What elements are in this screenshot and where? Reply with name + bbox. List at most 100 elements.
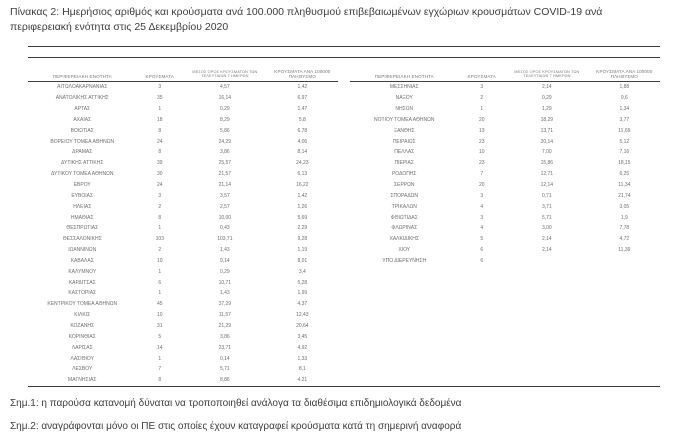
- header-region: ΠΕΡΙΦΕΡΕΙΑΚΗ ΕΝΟΤΗΤΑ: [374, 74, 434, 79]
- cell-avg7: 10,71: [218, 279, 232, 286]
- cell-region: ΚΕΝΤΡΙΚΟΥ ΤΟΜΕΑ ΑΘΗΝΩΝ: [47, 301, 118, 308]
- footnotes: Σημ.1: η παρούσα κατανομή δύναται να τρο…: [10, 396, 665, 434]
- cell-avg7: 3,86: [219, 149, 230, 156]
- cell-avg7: 24,29: [218, 138, 232, 145]
- cell-per100k: 21,74: [618, 192, 631, 199]
- cell-cases: 20: [478, 116, 485, 123]
- table-row: ΛΕΣΒΟΥ 7 5,71 8,1: [28, 364, 338, 375]
- header-region: ΠΕΡΙΦΕΡΕΙΑΚΗ ΕΝΟΤΗΤΑ: [52, 74, 112, 79]
- table-row: ΕΥΒΟΙΑΣ 3 3,57 1,42: [28, 190, 338, 201]
- cell-region: ΛΕΣΒΟΥ: [72, 366, 93, 373]
- cell-per100k: 1,33: [297, 355, 308, 362]
- cell-cases: 1: [158, 290, 162, 297]
- cell-cases: 1: [158, 225, 162, 232]
- cell-region: ΚΑΛΥΜΝΟΥ: [68, 268, 97, 275]
- cell-avg7: 2,14: [541, 236, 552, 243]
- cell-avg7: 1,43: [219, 290, 230, 297]
- cell-per100k: 4,37: [297, 301, 308, 308]
- table-row: ΚΑΛΥΜΝΟΥ 1 0,29 3,4: [28, 266, 338, 277]
- cell-region: ΣΠΟΡΑΔΩΝ: [390, 192, 419, 199]
- cell-cases: 8: [158, 377, 162, 384]
- header-avg7-line1: ΜΕΣΟΣ ΟΡΟΣ ΚΡΟΥΣΜΑΤΩΝ ΤΩΝ: [514, 68, 580, 74]
- left-table: ΠΕΡΙΦΕΡΕΙΑΚΗ ΕΝΟΤΗΤΑ ΚΡΟΥΣΜΑΤΑ ΜΕΣΟΣ ΟΡΟ…: [28, 64, 338, 386]
- header-cases: ΚΡΟΥΣΜΑΤΑ: [145, 74, 174, 79]
- cell-per100k: 1,88: [619, 84, 630, 91]
- cell-region: ΜΕΣΣΗΝΙΑΣ: [389, 84, 419, 91]
- cell-cases: 3: [158, 192, 162, 199]
- table-row: ΣΕΡΡΩΝ 20 12,14 11,34: [350, 180, 660, 191]
- left-table-rows: ΑΙΤΩΛΟΑΚΑΡΝΑΝΙΑΣ 3 4,57 1,42 ΑΝΑΤΟΛΙΚΗΣ ΑΤΤΙ…: [28, 82, 338, 386]
- cell-avg7: 23,71: [218, 344, 232, 351]
- cell-avg7: 21,29: [218, 322, 232, 329]
- right-table: ΠΕΡΙΦΕΡΕΙΑΚΗ ΕΝΟΤΗΤΑ ΚΡΟΥΣΜΑΤΑ ΜΕΣΟΣ ΟΡΟ…: [350, 64, 660, 386]
- table-row: ΧΙΟΥ 6 2,14 11,39: [350, 245, 660, 256]
- cell-avg7: 1,29: [541, 106, 552, 113]
- cell-avg7: 37,29: [218, 301, 232, 308]
- cell-cases: 1: [158, 106, 162, 113]
- cell-avg7: 12,71: [540, 171, 554, 178]
- cell-region: ΚΑΣΤΟΡΙΑΣ: [68, 290, 97, 297]
- cell-avg7: 5,71: [219, 366, 230, 373]
- cell-cases: 14: [156, 344, 163, 351]
- cell-cases: 45: [156, 301, 163, 308]
- cell-region: ΙΩΑΝΝΙΝΩΝ: [68, 247, 97, 254]
- cell-avg7: 0,43: [219, 225, 230, 232]
- cell-avg7: 21,14: [218, 182, 232, 189]
- cell-per100k: 11,34: [618, 182, 631, 189]
- cell-per100k: 8,14: [297, 149, 308, 156]
- table-row: ΠΕΙΡΑΙΩΣ 23 20,14 5,12: [350, 136, 660, 147]
- cell-region: ΚΑΒΑΛΑΣ: [70, 257, 94, 264]
- cell-per100k: 1,42: [297, 192, 308, 199]
- cell-per100k: 5,69: [297, 214, 308, 221]
- table-row: ΡΟΔΟΠΗΣ 7 12,71 6,25: [350, 169, 660, 180]
- cell-cases: 3: [480, 192, 484, 199]
- cell-cases: 24: [156, 138, 163, 145]
- cell-region: ΦΘΙΩΤΙΔΑΣ: [390, 214, 418, 221]
- cell-avg7: 18,29: [540, 116, 554, 123]
- right-table-rows: ΜΕΣΣΗΝΙΑΣ 3 2,14 1,88 ΝΑΞΟΥ 2 0,29 9,6 ΝΗΣΩΝ 1 1,2…: [350, 82, 660, 266]
- cell-region: ΝΟΤΙΟΥ ΤΟΜΕΑ ΑΘΗΝΩΝ: [374, 116, 435, 123]
- cell-per100k: 8,1: [298, 366, 306, 373]
- cell-per100k: 11,39: [618, 247, 631, 254]
- table-row: ΑΧΑΪΑΣ 18 8,29 5,8: [28, 115, 338, 126]
- cell-per100k: 3,4: [298, 268, 306, 275]
- cell-per100k: 11,69: [618, 127, 631, 134]
- cell-cases: 2: [158, 247, 162, 254]
- cell-region: ΠΕΙΡΑΙΩΣ: [392, 138, 416, 145]
- cell-region: ΕΥΒΟΙΑΣ: [71, 192, 94, 199]
- cell-avg7: 2,14: [541, 247, 552, 254]
- cell-region: ΑΝΑΤΟΛΙΚΗΣ ΑΤΤΙΚΗΣ: [55, 95, 109, 102]
- cell-per100k: 4,21: [297, 377, 308, 384]
- header-per100k: ΚΡΟΥΣΜΑΤΑ ΑΝΑ 100000 ΠΛΗΘΥΣΜΟ: [596, 69, 653, 79]
- table-row: ΚΑΣΤΟΡΙΑΣ 1 1,43 1,99: [28, 288, 338, 299]
- cell-avg7: 103,71: [217, 236, 233, 243]
- tables-container: ΠΕΡΙΦΕΡΕΙΑΚΗ ΕΝΟΤΗΤΑ ΚΡΟΥΣΜΑΤΑ ΜΕΣΟΣ ΟΡΟ…: [28, 64, 660, 386]
- cell-cases: 13: [478, 127, 485, 134]
- cell-avg7: 15,86: [540, 160, 554, 167]
- cell-region: ΠΙΕΡΙΑΣ: [394, 160, 415, 167]
- header-avg7: ΜΕΣΟΣ ΟΡΟΣ ΚΡΟΥΣΜΑΤΩΝ ΤΩΝ ΤΕΛΕΥΤΑΙΩΝ 7 Η…: [505, 68, 589, 79]
- footnote-2: Σημ.2: αναγράφονται μόνο οι ΠΕ στις οποί…: [10, 420, 462, 432]
- cell-per100k: 5,12: [619, 138, 630, 145]
- cell-avg7: 13,71: [540, 127, 554, 134]
- right-table-header: ΠΕΡΙΦΕΡΕΙΑΚΗ ΕΝΟΤΗΤΑ ΚΡΟΥΣΜΑΤΑ ΜΕΣΟΣ ΟΡΟ…: [350, 64, 660, 82]
- cell-region: ΒΟΙΩΤΙΑΣ: [70, 127, 94, 134]
- cell-per100k: 1,34: [619, 106, 630, 113]
- cell-region: ΗΛΕΙΑΣ: [73, 203, 92, 210]
- cell-cases: 23: [478, 138, 485, 145]
- cell-region: ΕΒΡΟΥ: [73, 182, 91, 189]
- cell-region: ΚΑΡΔΙΤΣΑΣ: [68, 279, 96, 286]
- cell-cases: 7: [158, 366, 162, 373]
- table-row: ΜΕΣΣΗΝΙΑΣ 3 2,14 1,88: [350, 82, 660, 93]
- cell-cases: 3: [158, 84, 162, 91]
- table-row: ΙΩΑΝΝΙΝΩΝ 2 1,43 1,19: [28, 245, 338, 256]
- cell-region: ΝΗΣΩΝ: [395, 106, 414, 113]
- cell-region: ΘΕΣΠΡΩΤΙΑΣ: [66, 225, 99, 232]
- cell-region: ΔΥΤΙΚΗΣ ΑΤΤΙΚΗΣ: [61, 160, 104, 167]
- table-row: ΘΕΣΠΡΩΤΙΑΣ 1 0,43 2,29: [28, 223, 338, 234]
- cell-per100k: 5,28: [297, 279, 308, 286]
- cell-region: ΑΧΑΪΑΣ: [73, 116, 92, 123]
- header-cases: ΚΡΟΥΣΜΑΤΑ: [467, 74, 496, 79]
- cell-cases: 24: [156, 182, 163, 189]
- table-row: ΚΑΡΔΙΤΣΑΣ 6 10,71 5,28: [28, 277, 338, 288]
